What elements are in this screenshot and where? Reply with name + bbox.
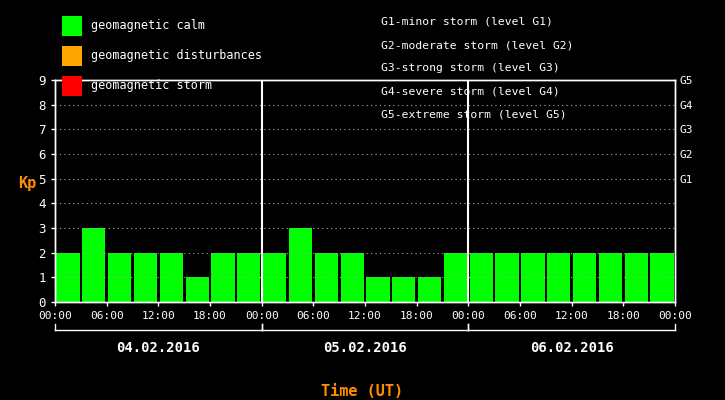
Bar [263, 253, 286, 302]
Bar [650, 253, 674, 302]
Bar [82, 228, 105, 302]
Bar [392, 277, 415, 302]
Bar [186, 277, 209, 302]
Bar [573, 253, 596, 302]
Bar [108, 253, 131, 302]
Bar [495, 253, 518, 302]
Bar [521, 253, 544, 302]
Y-axis label: Kp: Kp [18, 176, 36, 191]
Bar [134, 253, 157, 302]
Text: 05.02.2016: 05.02.2016 [323, 341, 407, 355]
Bar [341, 253, 364, 302]
Text: 06.02.2016: 06.02.2016 [530, 341, 613, 355]
Bar [625, 253, 648, 302]
Bar [315, 253, 338, 302]
Text: geomagnetic disturbances: geomagnetic disturbances [91, 50, 262, 62]
Text: G5-extreme storm (level G5): G5-extreme storm (level G5) [381, 110, 566, 120]
Text: G3-strong storm (level G3): G3-strong storm (level G3) [381, 64, 560, 74]
Text: G2-moderate storm (level G2): G2-moderate storm (level G2) [381, 40, 573, 50]
Text: geomagnetic storm: geomagnetic storm [91, 80, 212, 92]
Bar [366, 277, 389, 302]
Bar [444, 253, 467, 302]
Bar [470, 253, 493, 302]
Bar [57, 253, 80, 302]
Text: G1-minor storm (level G1): G1-minor storm (level G1) [381, 17, 552, 27]
Bar [237, 253, 260, 302]
Bar [289, 228, 312, 302]
Text: G4-severe storm (level G4): G4-severe storm (level G4) [381, 87, 560, 97]
Bar [418, 277, 442, 302]
Bar [547, 253, 571, 302]
Text: 04.02.2016: 04.02.2016 [117, 341, 200, 355]
Text: geomagnetic calm: geomagnetic calm [91, 20, 204, 32]
Bar [160, 253, 183, 302]
Bar [599, 253, 622, 302]
Bar [212, 253, 235, 302]
Text: Time (UT): Time (UT) [321, 384, 404, 399]
